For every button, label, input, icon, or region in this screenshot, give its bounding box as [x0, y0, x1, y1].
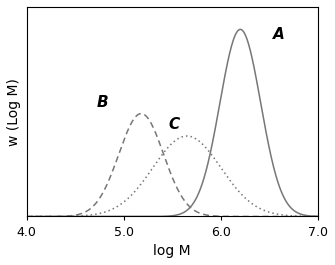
- Text: B: B: [96, 95, 108, 110]
- X-axis label: log M: log M: [153, 244, 191, 258]
- Text: A: A: [273, 28, 285, 42]
- Y-axis label: w (Log M): w (Log M): [7, 78, 21, 146]
- Text: C: C: [169, 117, 180, 132]
